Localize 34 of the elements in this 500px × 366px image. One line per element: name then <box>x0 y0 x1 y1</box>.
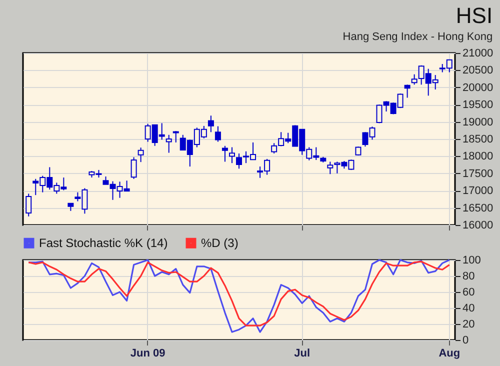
y-tick-label: 21000 <box>462 48 494 60</box>
y-tick-label: 16000 <box>462 220 494 232</box>
y-tick-label: 17000 <box>462 185 494 198</box>
y-tick-label: 17500 <box>462 168 494 180</box>
y-tick-label: 40 <box>462 302 475 314</box>
candlestick <box>138 147 144 163</box>
x-tick-label: Jul <box>294 348 310 360</box>
y-tick-label: 18500 <box>462 134 494 146</box>
legend-label: %D (3) <box>201 236 238 250</box>
y-tick-label: 19000 <box>462 116 494 128</box>
y-tick-label: 0 <box>462 334 469 346</box>
candlestick <box>130 156 137 180</box>
y-tick-label: 80 <box>462 270 475 282</box>
y-tick-label: 100 <box>462 254 481 266</box>
y-tick-label: 60 <box>462 286 475 298</box>
candlestick <box>214 126 221 142</box>
y-tick-label: 20 <box>462 318 475 330</box>
candlestick <box>222 145 228 162</box>
legend-label: Fast Stochastic %K (14) <box>39 236 168 250</box>
candlestick <box>166 134 172 154</box>
candlestick <box>26 193 32 217</box>
y-tick-label: 20000 <box>462 82 494 94</box>
y-tick-label: 16500 <box>462 202 494 214</box>
x-tick-label: Jun 09 <box>130 348 166 360</box>
y-tick-label: 20500 <box>462 64 494 77</box>
x-tick-label: Aug <box>438 348 460 360</box>
candlestick <box>228 146 235 164</box>
candlestick <box>208 115 214 133</box>
candlestick <box>404 84 410 98</box>
y-tick-label: 19500 <box>462 99 494 112</box>
y-tick-label: 18000 <box>462 150 494 163</box>
candlestick <box>172 130 179 143</box>
chart-title: HSI <box>456 3 493 28</box>
chart-subtitle: Hang Seng Index - Hong Kong <box>342 31 493 43</box>
